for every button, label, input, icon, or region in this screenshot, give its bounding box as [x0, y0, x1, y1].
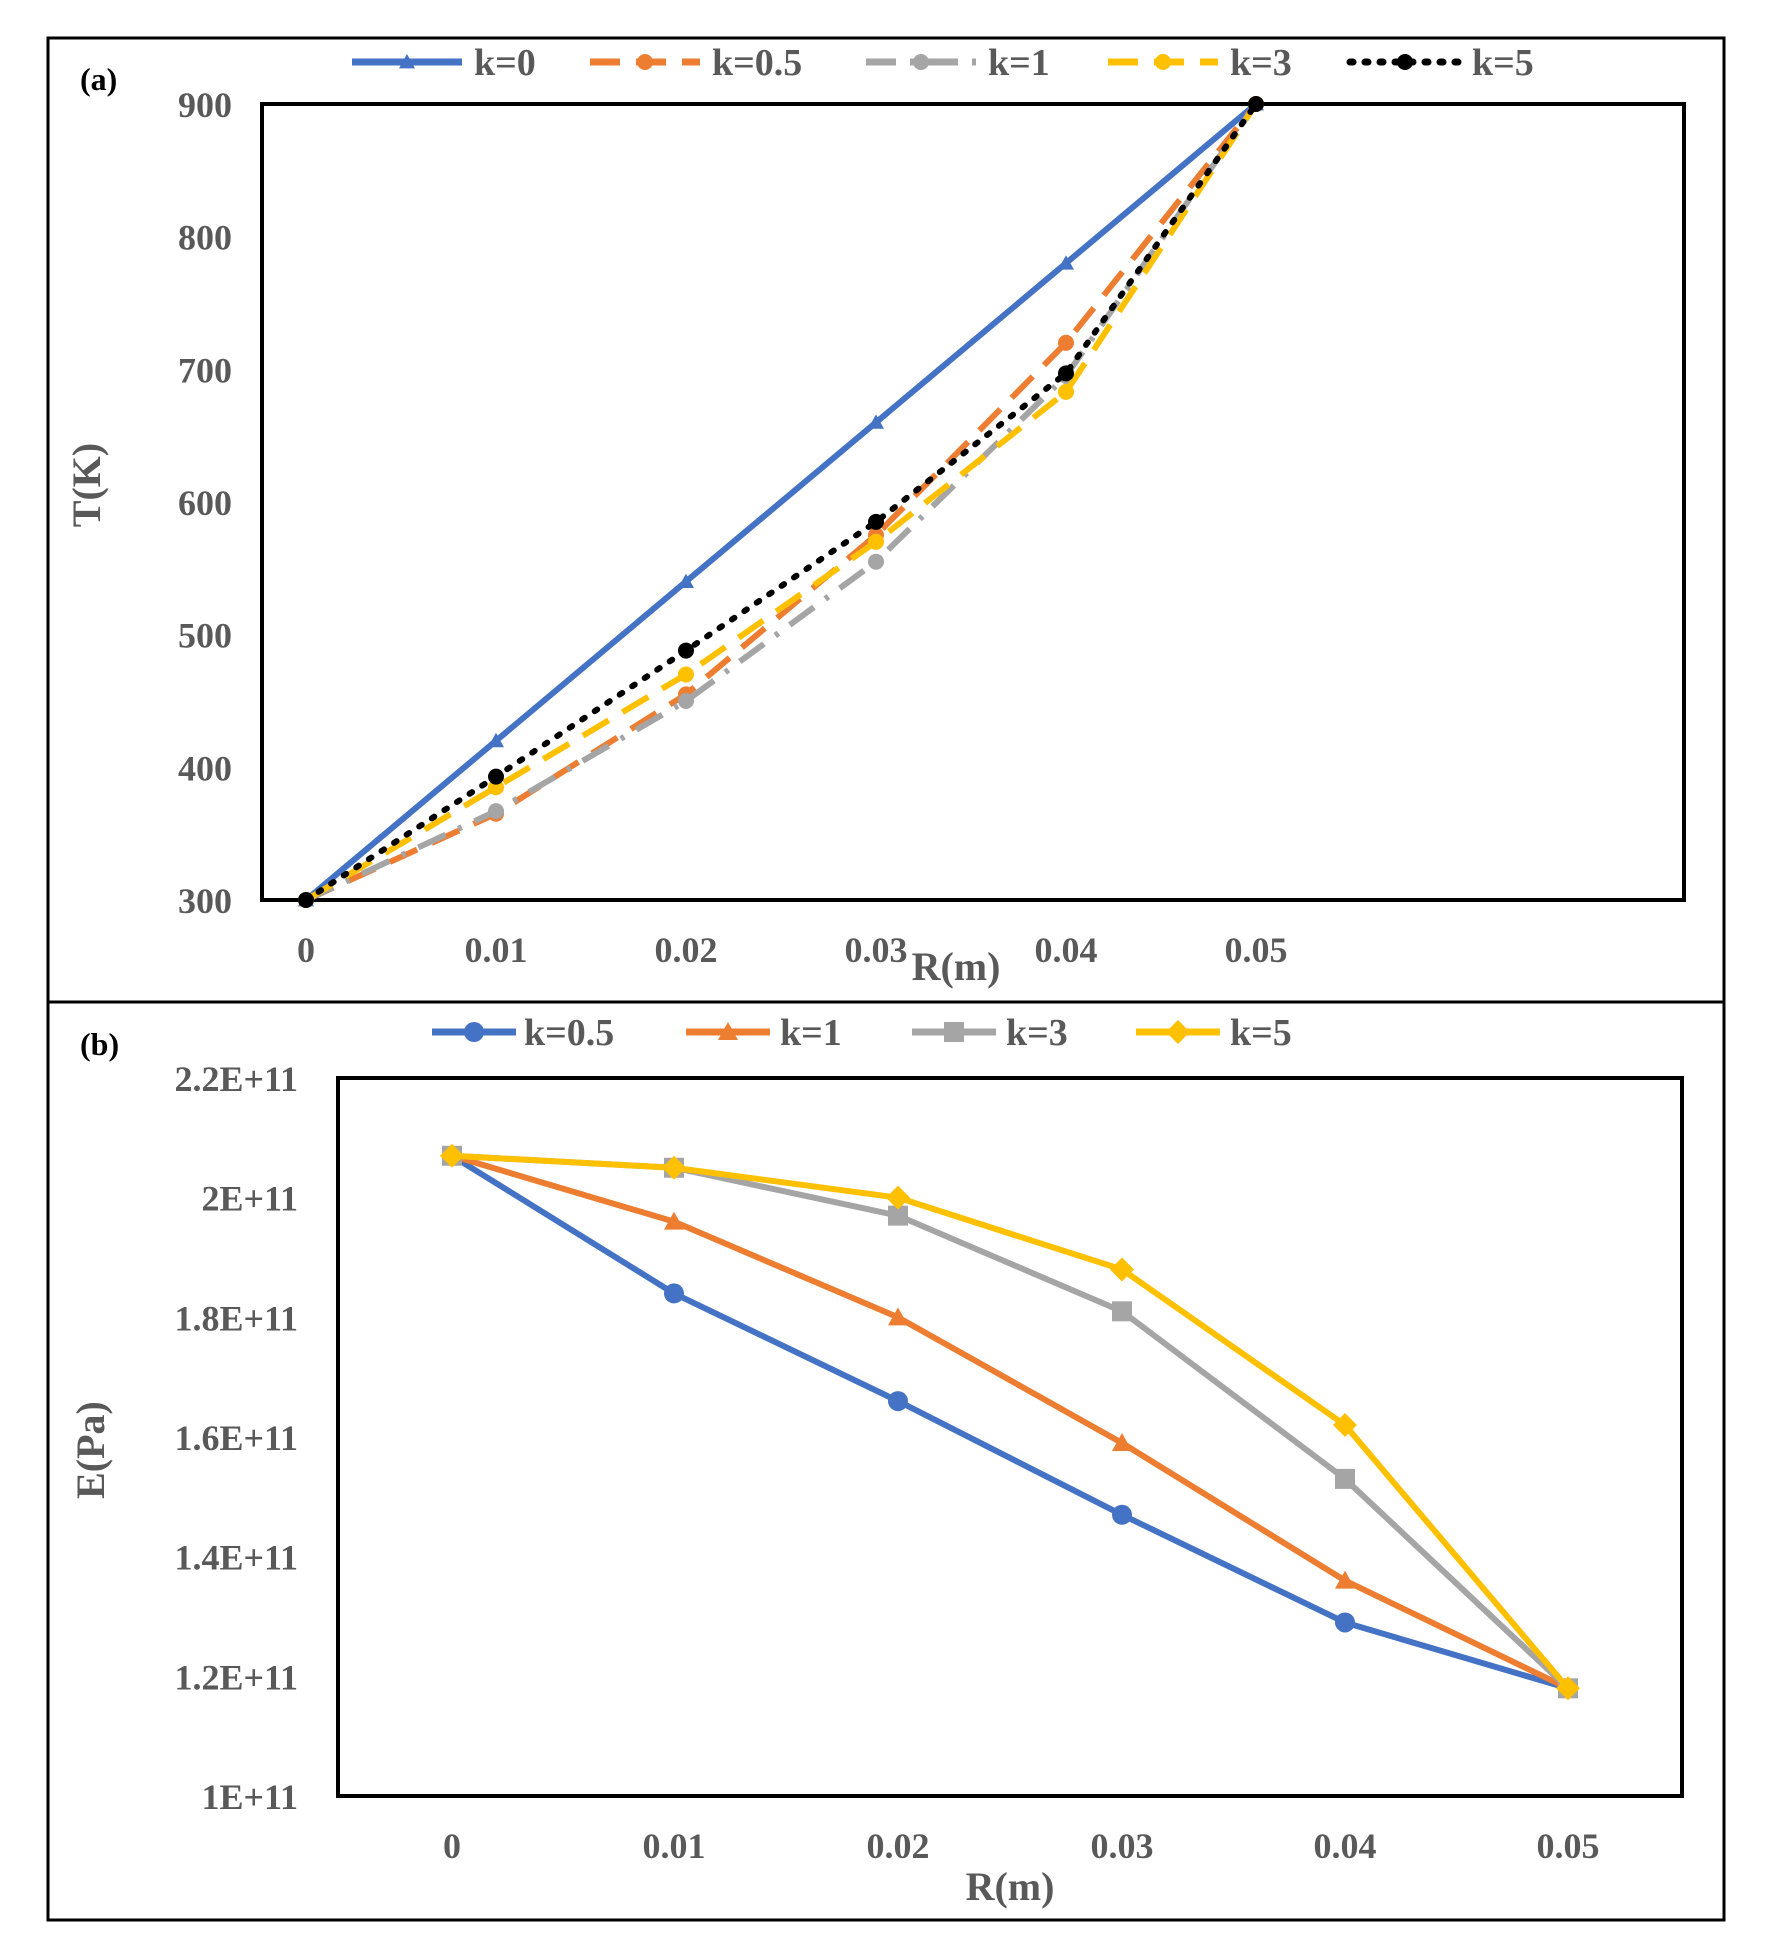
panel-a-point-k-0-2	[678, 573, 694, 588]
panel-a-y-tick-label-1: 400	[178, 748, 232, 788]
panel-b-y-tick-label-5: 2E+11	[201, 1179, 298, 1219]
panel-b-point-k-5-0	[440, 1143, 464, 1168]
panel-b-x-tick-label-5: 0.05	[1537, 1826, 1600, 1866]
panel-b-point-k-3-3	[1112, 1301, 1132, 1322]
panel-a-legend-marker-k-3	[1155, 54, 1171, 70]
panel-a-y-axis-title: T(K)	[64, 443, 109, 527]
panel-a-plot-area	[260, 102, 1686, 902]
panel-b-x-tick-label-3: 0.03	[1091, 1826, 1154, 1866]
panel-b-point-k-5-4	[1333, 1413, 1357, 1438]
panel-b-point-k-0-5-3	[1112, 1504, 1132, 1525]
panel-a-point-k-1-3	[868, 553, 884, 570]
panel-a-y-tick-label-3: 600	[178, 483, 232, 523]
panel-a-x-axis-title: R(m)	[912, 944, 1001, 989]
panel-b-x-tick-label-0: 0	[443, 1826, 461, 1866]
panel-a-y-tick-label-2: 500	[178, 616, 232, 656]
panel-a-x-tick-label-4: 0.04	[1035, 930, 1098, 970]
panel-b-point-k-1-3	[1112, 1432, 1132, 1451]
panel-a-legend-label-k-0-5: k=0.5	[712, 42, 802, 84]
panel-a-y-tick-label-0: 300	[178, 881, 232, 921]
panel-a-label: (a)	[80, 61, 117, 97]
panel-b-plot-area	[336, 1076, 1684, 1798]
panel-a-x-tick-label-5: 0.05	[1225, 930, 1288, 970]
panel-b-y-tick-label-2: 1.4E+11	[174, 1538, 298, 1578]
panel-b-point-k-5-1	[662, 1155, 686, 1180]
panel-a-point-k-5-1	[488, 768, 504, 785]
panel-b-x-axis-title: R(m)	[966, 1864, 1055, 1909]
panel-a-legend-label-k-3: k=3	[1230, 42, 1292, 84]
panel-a-legend-marker-k-0-5	[637, 54, 653, 70]
panel-a-point-k-3-3	[868, 533, 884, 550]
panel-b-point-k-3-4	[1335, 1468, 1355, 1489]
panel-a-point-k-5-3	[868, 513, 884, 530]
panel-b-legend-label-k-0-5: k=0.5	[524, 1012, 614, 1054]
panel-a-point-k-5-0	[298, 892, 314, 908]
panel-b-y-tick-label-1: 1.2E+11	[174, 1657, 298, 1697]
panel-b-point-k-5-3	[1110, 1257, 1134, 1282]
panel-b-legend-marker-k-3	[944, 1022, 964, 1042]
panel-b-legend-marker-k-1	[718, 1022, 738, 1040]
panel-b-y-tick-label-0: 1E+11	[201, 1777, 298, 1817]
panel-b-point-k-5-2	[886, 1185, 910, 1210]
panel-a-legend-marker-k-1	[913, 54, 929, 70]
panel-a-point-k-1-1	[488, 803, 504, 820]
panel-b-y-axis-title: E(Pa)	[68, 1401, 113, 1499]
panel-a-point-k-0-5-4	[1058, 334, 1074, 351]
panel-a-point-k-5-5	[1248, 96, 1264, 112]
panel-a-legend-marker-k-5	[1397, 54, 1413, 70]
panel-a-legend-label-k-1: k=1	[988, 42, 1050, 84]
panel-b-y-tick-label-6: 2.2E+11	[174, 1059, 298, 1099]
panel-b-point-k-3-2	[888, 1205, 908, 1226]
panel-b-point-k-1-1	[664, 1211, 684, 1230]
panel-a-legend-marker-k-0	[399, 54, 415, 69]
panel-b-point-k-1-4	[1335, 1570, 1355, 1589]
panel-b-x-tick-label-1: 0.01	[643, 1826, 706, 1866]
panel-b-series-line-k-1	[451, 1152, 1570, 1692]
panel-b-y-tick-label-3: 1.6E+11	[174, 1418, 298, 1458]
panel-b-point-k-0-5-4	[1335, 1612, 1355, 1633]
panel-a-point-k-5-2	[678, 642, 694, 659]
panel-b-label: (b)	[80, 1026, 119, 1062]
panel-a-series-line-k-3	[304, 102, 1259, 903]
panel-b-frame	[46, 1000, 1726, 1922]
panel-b-legend-marker-k-5	[1166, 1020, 1190, 1044]
panel-a-point-k-0-1	[488, 732, 504, 748]
panel-a-x-tick-label-1: 0.01	[465, 930, 528, 970]
panel-b-x-tick-label-4: 0.04	[1314, 1826, 1377, 1866]
panel-b-point-k-0-5-2	[888, 1391, 908, 1412]
panel-a-x-tick-label-3: 0.03	[845, 930, 908, 970]
panel-a-x-tick-label-0: 0	[297, 930, 315, 970]
panel-b-x-tick-label-2: 0.02	[867, 1826, 930, 1866]
panel-a-legend-label-k-5: k=5	[1472, 42, 1534, 84]
panel-a-y-tick-label-5: 800	[178, 218, 232, 258]
panel-a-point-k-0-3	[868, 414, 884, 429]
panel-a-x-tick-label-2: 0.02	[655, 930, 718, 970]
panel-b-legend-label-k-3: k=3	[1006, 1012, 1068, 1054]
panel-a-point-k-1-2	[678, 693, 694, 709]
panel-b-point-k-5-5	[1556, 1676, 1580, 1701]
panel-b-point-k-0-5-1	[664, 1283, 684, 1304]
panel-b-legend-label-k-1: k=1	[780, 1012, 842, 1054]
panel-b-point-k-1-2	[888, 1307, 908, 1326]
panel-b-y-tick-label-4: 1.8E+11	[174, 1298, 298, 1338]
panel-b-legend-label-k-5: k=5	[1230, 1012, 1292, 1054]
panel-b-series-line-k-0-5	[450, 1153, 1569, 1692]
panel-a-point-k-3-2	[678, 666, 694, 683]
panel-a-series-line-k-5	[303, 101, 1259, 903]
panel-a-legend-label-k-0: k=0	[474, 42, 536, 84]
panel-a-frame	[46, 36, 1726, 1004]
panel-a-point-k-5-4	[1058, 365, 1074, 382]
panel-a-point-k-0-4	[1058, 255, 1074, 270]
panel-a-series-line-k-0	[304, 101, 1258, 903]
panel-a-chart: 300 400 500 600 700 800 900 0 0.01 0.02 0.03 0.04 0.…	[178, 42, 1534, 970]
panel-a-y-tick-label-6: 900	[178, 85, 232, 125]
panel-a-y-tick-label-4: 700	[178, 350, 232, 390]
panel-b-legend-marker-k-0-5	[464, 1022, 484, 1042]
panel-a-point-k-3-4	[1058, 383, 1074, 400]
panel-b-series-line-k-5	[451, 1152, 1571, 1691]
panel-a-series-line-k-0-5	[304, 102, 1259, 903]
panel-b-chart: 1E+11 1.2E+11 1.4E+11 1.6E+11 1.8E+11 2E+11 2.…	[174, 1012, 1599, 1866]
